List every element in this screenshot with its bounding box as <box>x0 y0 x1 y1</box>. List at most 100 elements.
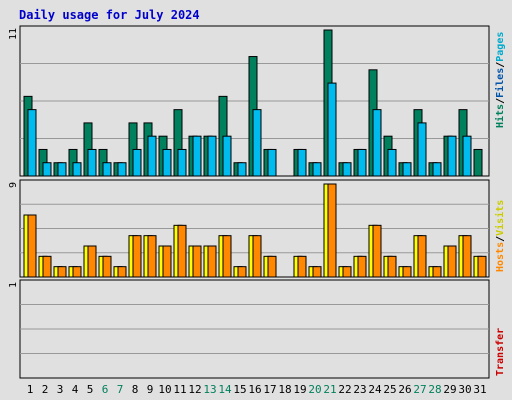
bar-files-day-6 <box>102 162 112 177</box>
bar-hosts-day-25 <box>387 255 397 278</box>
bar-hosts-day-24 <box>372 224 382 278</box>
x-tick-label-day-6: 6 <box>102 383 109 396</box>
bar-files-day-17 <box>267 148 277 177</box>
bar-files-day-29 <box>447 135 457 177</box>
bar-files-day-23 <box>357 148 367 177</box>
bar-hosts-day-1 <box>27 214 37 278</box>
bar-hosts-day-30 <box>462 235 472 278</box>
bar-hosts-day-8 <box>132 235 142 278</box>
x-tick-label-day-20: 20 <box>308 383 321 396</box>
bar-files-day-22 <box>342 162 352 177</box>
x-tick-label-day-31: 31 <box>473 383 486 396</box>
bar-files-day-21 <box>327 82 337 177</box>
x-tick-label-day-1: 1 <box>27 383 34 396</box>
bar-files-day-28 <box>432 162 442 177</box>
bar-hosts-day-5 <box>87 245 97 278</box>
x-tick-label-day-21: 21 <box>323 383 336 396</box>
x-tick-label-day-2: 2 <box>42 383 49 396</box>
x-tick-label-day-14: 14 <box>218 383 232 396</box>
bar-files-day-30 <box>462 135 472 177</box>
bar-files-day-24 <box>372 109 382 177</box>
bar-hosts-day-31 <box>477 255 487 278</box>
bar-hosts-day-15 <box>237 266 247 278</box>
bar-files-day-15 <box>237 162 247 177</box>
x-tick-label-day-15: 15 <box>233 383 246 396</box>
legend-pages: Pages <box>495 31 506 62</box>
legend-transfer-label: Transfer <box>495 327 506 376</box>
legend-sep-3: / <box>495 235 506 242</box>
legend-transfer: Transfer <box>495 328 506 376</box>
bar-hosts-day-20 <box>312 266 322 278</box>
x-tick-label-day-24: 24 <box>368 383 382 396</box>
bar-files-day-3 <box>57 162 67 177</box>
bar-files-day-25 <box>387 148 397 177</box>
bar-hosts-day-12 <box>192 245 202 278</box>
bar-files-day-12 <box>192 135 202 177</box>
bar-files-day-1 <box>27 109 37 177</box>
x-tick-label-day-17: 17 <box>263 383 276 396</box>
bar-hosts-day-10 <box>162 245 172 278</box>
x-tick-label-day-10: 10 <box>158 383 171 396</box>
y-max-label-transfer: 1 <box>8 282 19 288</box>
legend-files: Files <box>495 67 506 98</box>
bar-files-day-19 <box>297 148 307 177</box>
x-tick-label-day-28: 28 <box>428 383 441 396</box>
bar-hosts-day-23 <box>357 255 367 278</box>
x-tick-label-day-27: 27 <box>413 383 426 396</box>
bar-hosts-day-16 <box>252 235 262 278</box>
bar-hosts-day-4 <box>72 266 82 278</box>
x-tick-label-day-18: 18 <box>278 383 291 396</box>
y-max-label-hits-files-pages: 11 <box>8 28 19 40</box>
x-tick-label-day-13: 13 <box>203 383 216 396</box>
bar-hits-day-31 <box>473 148 483 177</box>
bar-files-day-26 <box>402 162 412 177</box>
bar-hosts-day-3 <box>57 266 67 278</box>
x-tick-label-day-12: 12 <box>188 383 201 396</box>
y-max-label-hosts-visits: 9 <box>8 182 19 188</box>
bar-files-day-4 <box>72 162 82 177</box>
bar-hosts-day-27 <box>417 235 427 278</box>
legend-visits: Visits <box>495 199 506 236</box>
bar-hosts-day-13 <box>207 245 217 278</box>
bar-files-day-9 <box>147 135 157 177</box>
bar-hosts-day-9 <box>147 235 157 278</box>
legend-hits: Hits <box>495 103 506 128</box>
legend-hosts-visits: Hosts/Visits <box>495 200 506 272</box>
bar-hosts-day-17 <box>267 255 277 278</box>
x-tick-label-day-26: 26 <box>398 383 411 396</box>
bar-hosts-day-7 <box>117 266 127 278</box>
legend-sep-1: / <box>495 97 506 104</box>
x-tick-label-day-3: 3 <box>57 383 64 396</box>
bar-files-day-14 <box>222 135 232 177</box>
bar-hosts-day-29 <box>447 245 457 278</box>
legend-hits-files-pages: Hits/Files/Pages <box>495 32 506 128</box>
x-tick-label-day-23: 23 <box>353 383 366 396</box>
x-tick-label-day-16: 16 <box>248 383 261 396</box>
x-tick-label-day-9: 9 <box>147 383 154 396</box>
x-tick-label-day-5: 5 <box>87 383 94 396</box>
bar-hosts-day-22 <box>342 266 352 278</box>
bar-hosts-day-19 <box>297 255 307 278</box>
bar-hosts-day-2 <box>42 255 52 278</box>
bar-hosts-day-6 <box>102 255 112 278</box>
chart-title: Daily usage for July 2024 <box>19 8 200 22</box>
x-tick-label-day-25: 25 <box>383 383 396 396</box>
x-tick-label-day-8: 8 <box>132 383 139 396</box>
bar-files-day-2 <box>42 162 52 177</box>
bar-files-day-7 <box>117 162 127 177</box>
bar-files-day-11 <box>177 148 187 177</box>
x-tick-label-day-4: 4 <box>72 383 79 396</box>
x-tick-label-day-11: 11 <box>173 383 186 396</box>
x-tick-label-day-19: 19 <box>293 383 306 396</box>
bar-hosts-day-11 <box>177 224 187 278</box>
bar-files-day-27 <box>417 122 427 177</box>
bar-files-day-20 <box>312 162 322 177</box>
bar-files-day-8 <box>132 148 142 177</box>
x-tick-label-day-30: 30 <box>458 383 471 396</box>
x-tick-label-day-7: 7 <box>117 383 124 396</box>
bar-hosts-day-21 <box>327 183 337 278</box>
bar-files-day-10 <box>162 148 172 177</box>
bar-files-day-16 <box>252 109 262 177</box>
x-tick-label-day-29: 29 <box>443 383 456 396</box>
